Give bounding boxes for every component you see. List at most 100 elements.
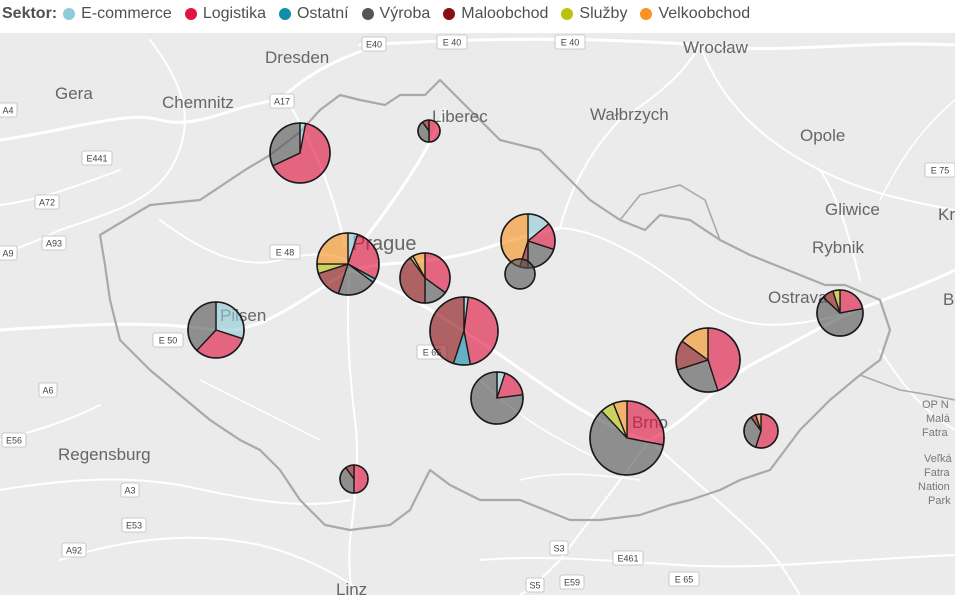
- edge-label-kra: Kra: [938, 205, 955, 224]
- legend-item-velkoobchod[interactable]: Velkoobchod: [640, 5, 750, 23]
- road-shield: A4: [0, 102, 18, 118]
- legend: Sektor: E-commerce Logistika Ostatní Výr…: [0, 0, 955, 28]
- road-shield-label: E40: [366, 40, 382, 50]
- road-shield-label: E 50: [159, 336, 178, 346]
- legend-dot-maloobchod: [443, 8, 456, 20]
- edge-label-nation: Nation: [918, 481, 950, 493]
- city-label-walbrzych: Wałbrzych: [590, 105, 669, 124]
- road-shield: E461: [612, 550, 644, 566]
- pie-outline: [504, 258, 536, 290]
- edge-label-op-n: OP N: [922, 399, 949, 411]
- road-shield: A9: [0, 245, 18, 261]
- road-shield: A3: [120, 482, 140, 498]
- pie-outline: [399, 252, 451, 304]
- legend-item-maloobchod[interactable]: Maloobchod: [443, 5, 548, 23]
- city-label-regensburg: Regensburg: [58, 445, 151, 464]
- city-label-gliwice: Gliwice: [825, 200, 880, 219]
- pie-marker[interactable]: [470, 371, 524, 425]
- road-shield-label: E441: [86, 154, 107, 164]
- city-label-gera: Gera: [55, 84, 93, 103]
- pie-outline: [417, 119, 441, 143]
- legend-label-logistika: Logistika: [202, 5, 266, 22]
- edge-label-fatra-1: Fatra: [922, 427, 949, 439]
- pie-marker[interactable]: [187, 301, 245, 359]
- country-border-poland: [619, 184, 721, 241]
- edge-label-mala: Malá: [926, 413, 951, 425]
- pie-outline: [429, 296, 499, 366]
- pie-outline: [187, 301, 245, 359]
- pie-marker[interactable]: [500, 213, 556, 269]
- legend-dot-logistika: [184, 8, 197, 20]
- edge-label-park: Park: [928, 495, 951, 507]
- pie-marker[interactable]: [816, 289, 864, 337]
- road-shield: E40: [361, 36, 387, 52]
- pie-outline: [470, 371, 524, 425]
- legend-label-sluzby: Služby: [579, 5, 628, 22]
- road-shield-label: A9: [2, 249, 13, 259]
- road-shield-label: A6: [42, 386, 53, 396]
- legend-item-vyroba[interactable]: Výroba: [361, 5, 431, 23]
- road-shield-label: A72: [39, 198, 55, 208]
- city-label-opole: Opole: [800, 126, 845, 145]
- legend-item-ostatni[interactable]: Ostatní: [278, 5, 349, 23]
- pie-outline: [339, 464, 369, 494]
- road-shield-label: E59: [564, 578, 580, 588]
- road-shield: A6: [38, 382, 58, 398]
- road-shield-label: E53: [126, 521, 142, 531]
- legend-label-e-commerce: E-commerce: [81, 5, 172, 22]
- road-shield: A17: [269, 93, 295, 109]
- city-label-linz: Linz: [336, 580, 367, 595]
- road-shield: E 48: [269, 244, 301, 260]
- legend-item-e-commerce[interactable]: E-commerce: [63, 5, 172, 23]
- legend-item-logistika[interactable]: Logistika: [184, 5, 266, 23]
- legend-item-sluzby[interactable]: Služby: [561, 5, 627, 23]
- pie-marker[interactable]: [339, 464, 369, 494]
- road-shield-label: S3: [553, 544, 564, 554]
- road-shield: E 65: [668, 571, 700, 587]
- road-shield: E 40: [554, 34, 586, 50]
- pie-outline: [316, 232, 380, 296]
- pie-marker[interactable]: [589, 400, 665, 476]
- road-shield: E53: [121, 517, 147, 533]
- pie-slice-logistika[interactable]: [626, 400, 665, 446]
- road-shield: E 40: [436, 34, 468, 50]
- road-shield-label: E 65: [423, 348, 442, 358]
- road-shield: E 50: [152, 332, 184, 348]
- road-shield-label: A17: [274, 97, 290, 107]
- pie-marker[interactable]: [743, 413, 779, 449]
- city-label-ostrava: Ostrava: [768, 288, 828, 307]
- pie-outline: [743, 413, 779, 449]
- city-label-dresden: Dresden: [265, 48, 329, 67]
- city-label-chemnitz: Chemnitz: [162, 93, 234, 112]
- legend-dot-ostatni: [278, 8, 291, 20]
- pie-marker[interactable]: [399, 252, 451, 304]
- pie-outline: [675, 327, 741, 393]
- road-shield-label: E 40: [561, 38, 580, 48]
- legend-dot-vyroba: [361, 8, 374, 20]
- road-shield: A93: [41, 235, 67, 251]
- pie-marker[interactable]: [269, 122, 331, 184]
- road-shield: A72: [34, 194, 60, 210]
- legend-label-vyroba: Výroba: [379, 5, 431, 22]
- road-shield: E 75: [924, 162, 955, 178]
- pie-marker[interactable]: [675, 327, 741, 393]
- road-shield-label: E 40: [443, 38, 462, 48]
- city-label-liberec: Liberec: [432, 107, 488, 126]
- road-shield-label: E 65: [675, 575, 694, 585]
- legend-dot-e-commerce: [63, 8, 76, 20]
- pie-marker[interactable]: [429, 296, 499, 366]
- road-shield-label: E461: [617, 554, 638, 564]
- pie-marker[interactable]: [417, 119, 441, 143]
- pie-marker[interactable]: [504, 258, 536, 290]
- road-shield: E56: [1, 432, 27, 448]
- road-shield-label: A4: [2, 106, 13, 116]
- edge-label-fatra-2: Fatra: [924, 467, 951, 479]
- pie-outline: [589, 400, 665, 476]
- road-shield-label: A93: [46, 239, 62, 249]
- pie-slice-logistika[interactable]: [353, 464, 369, 494]
- legend-dot-velkoobchod: [640, 8, 653, 20]
- map-view[interactable]: Dresden Wrocław Gera Chemnitz Liberec Wa…: [0, 33, 955, 595]
- pie-marker[interactable]: [316, 232, 380, 296]
- city-label-rybnik: Rybnik: [812, 238, 864, 257]
- road-shields: E40 E 40 E 40 A17 A4 E441 E 75 A72 A93 A9 E 48 E 50…: [0, 34, 955, 593]
